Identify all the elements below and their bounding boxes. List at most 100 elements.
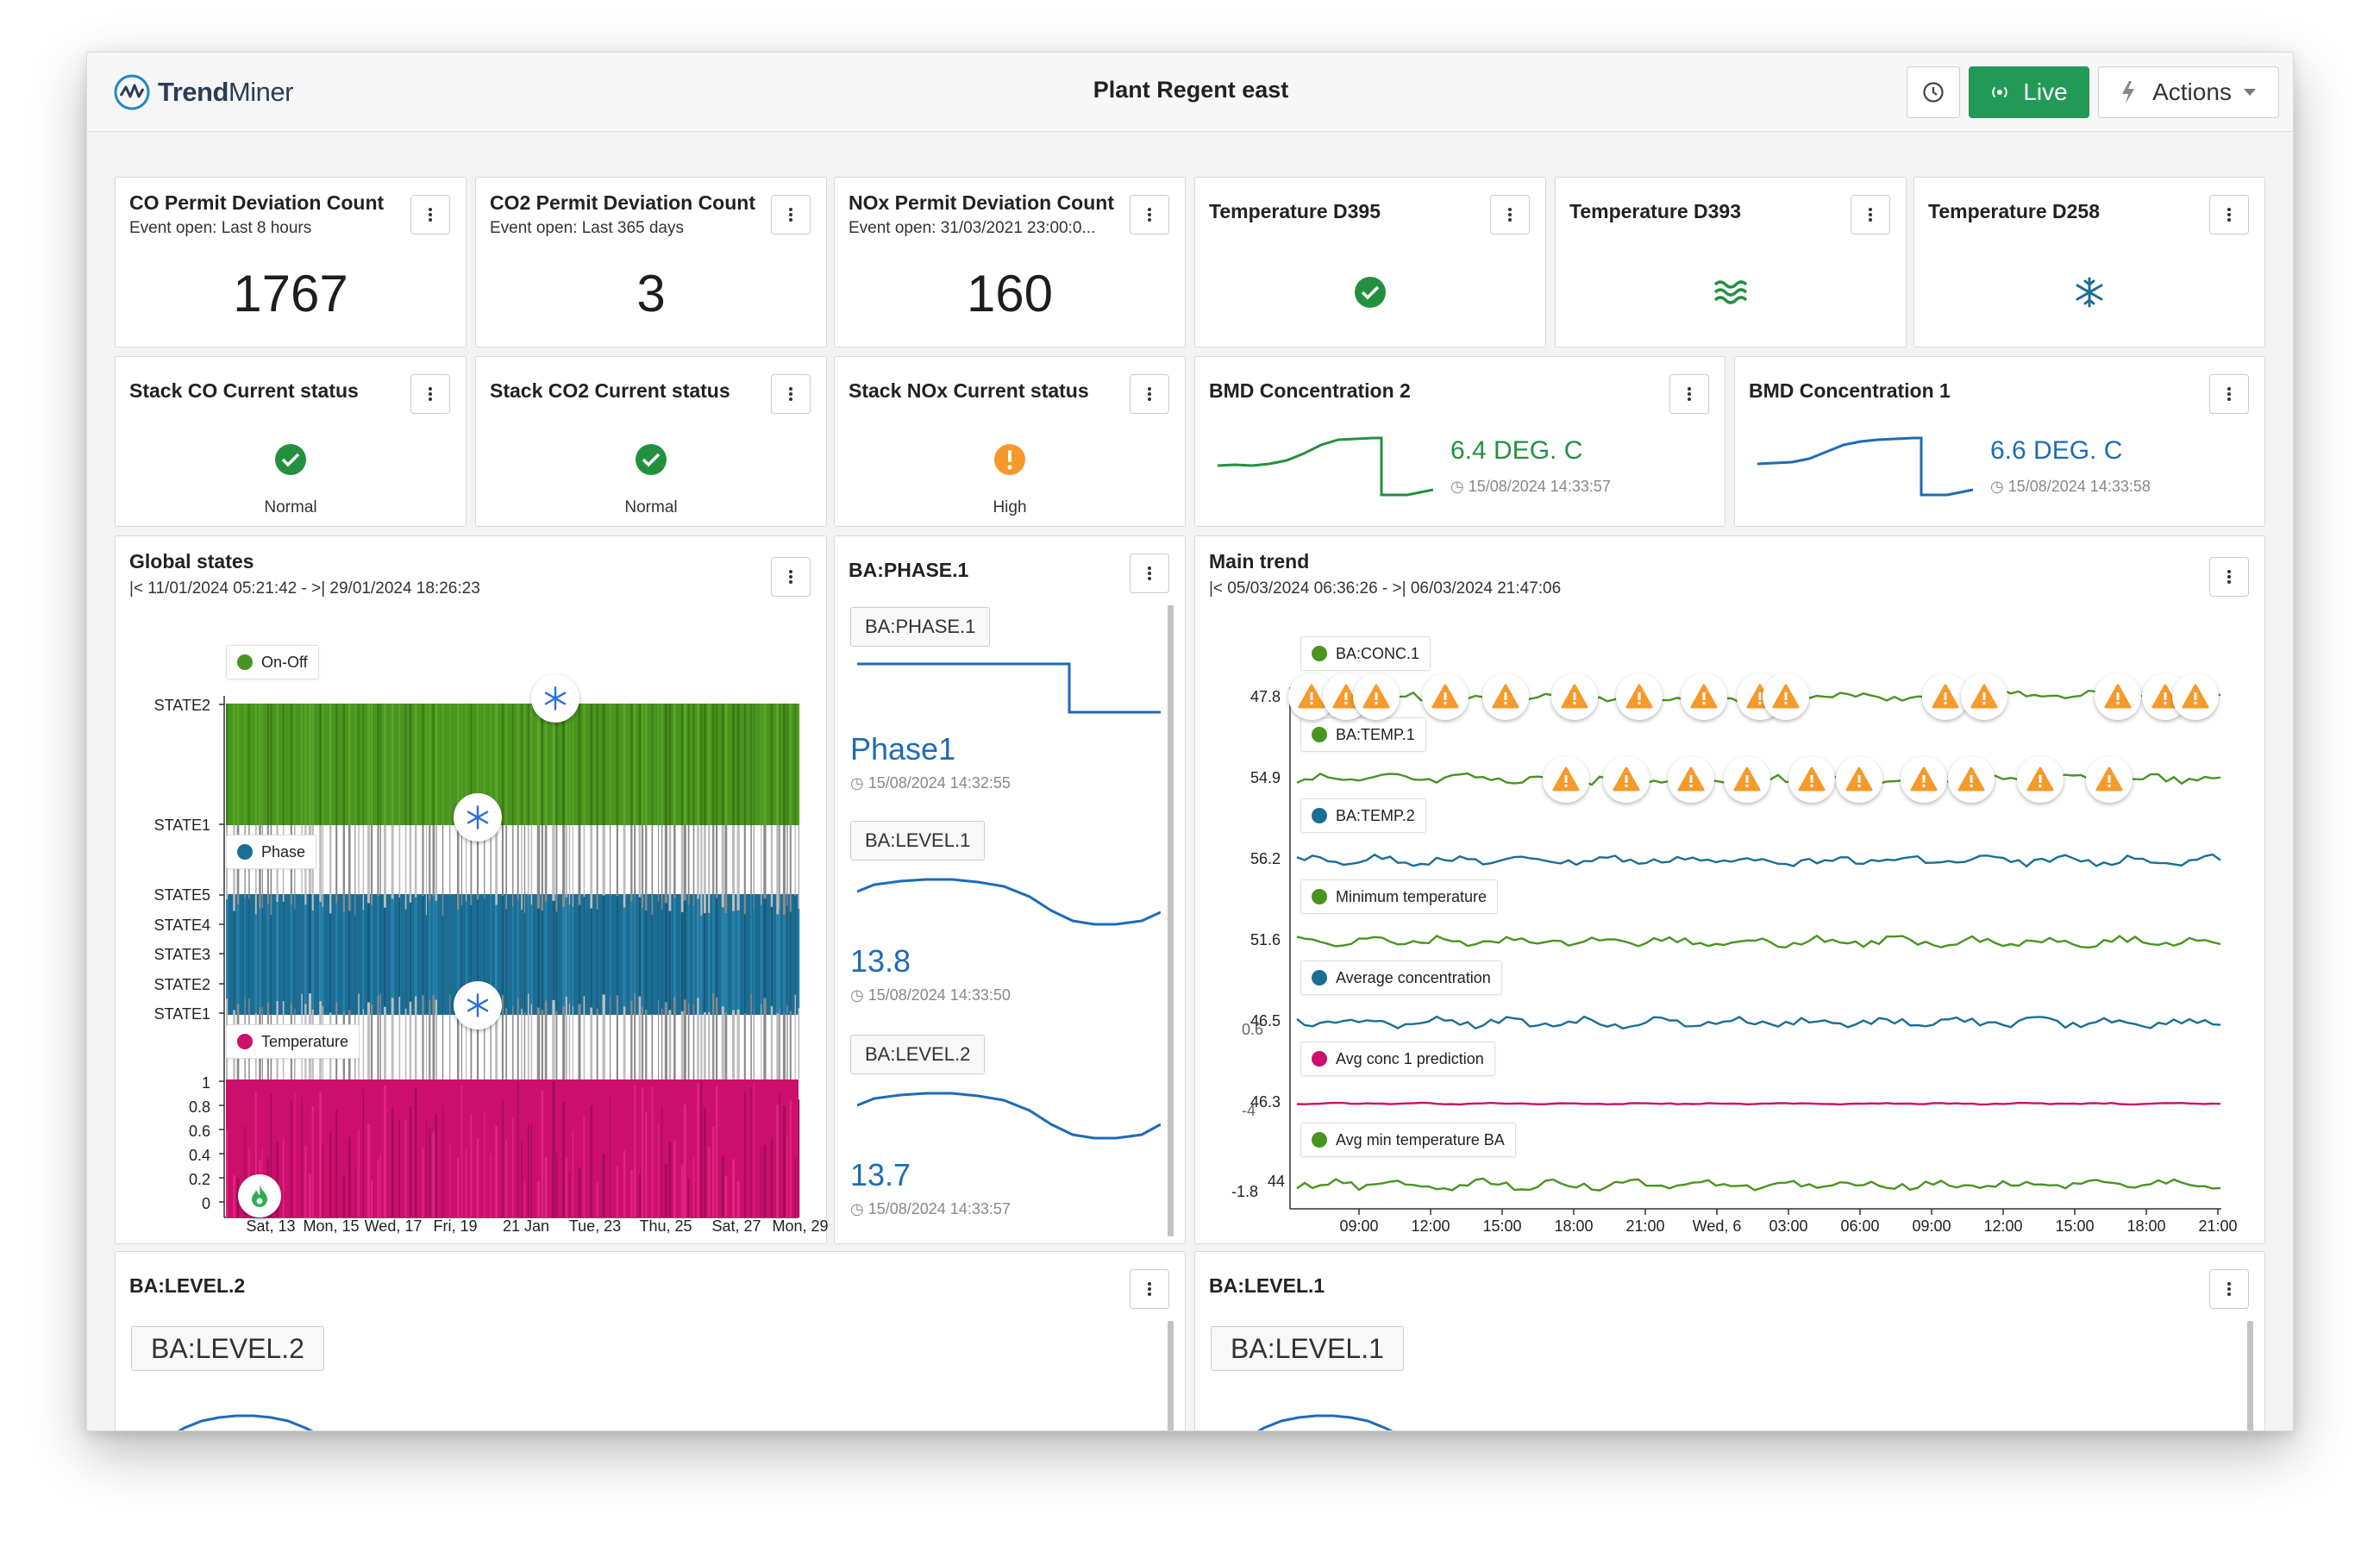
warning-marker[interactable] [1948, 756, 1995, 803]
legend-dot [1312, 727, 1327, 742]
live-label: Live [2023, 78, 2068, 105]
warning-marker[interactable] [1603, 756, 1650, 803]
live-button[interactable]: Live [1969, 66, 2089, 118]
card-menu-button[interactable] [1130, 374, 1169, 414]
x-label: Thu, 25 [639, 1217, 692, 1235]
phase-segment [270, 915, 272, 1015]
card-menu-button[interactable] [1669, 374, 1709, 414]
on-off-segment [236, 704, 240, 825]
warning-marker[interactable] [2095, 673, 2141, 720]
temperature-segment [521, 1142, 523, 1217]
card-menu-button[interactable] [1130, 554, 1169, 593]
card-menu-button[interactable] [1490, 195, 1530, 235]
scrollbar[interactable] [1168, 605, 1174, 1236]
temp-card-d393: Temperature D393 [1555, 177, 1907, 347]
clock-icon [1923, 82, 1944, 103]
warning-marker[interactable] [1681, 673, 1727, 720]
card-menu-button[interactable] [1130, 1269, 1169, 1309]
phase-segment [276, 901, 279, 1001]
card-menu-button[interactable] [2209, 557, 2249, 597]
on-off-segment [466, 704, 467, 825]
phase-segment [776, 914, 780, 1014]
card-title: Temperature D393 [1569, 200, 1741, 222]
warning-marker[interactable] [1551, 673, 1598, 720]
phase-segment [523, 912, 526, 1012]
legend-ba-temp-1[interactable]: BA:TEMP.1 [1300, 717, 1426, 752]
card-menu-button[interactable] [771, 374, 811, 414]
temperature-segment [460, 1085, 463, 1217]
temperature-segment [782, 1105, 786, 1217]
warning-marker[interactable] [1922, 673, 1969, 720]
legend-phase[interactable]: Phase [226, 835, 317, 869]
temperature-segment [700, 1081, 703, 1217]
flame-marker[interactable] [238, 1174, 281, 1217]
on-off-segment [366, 704, 371, 825]
card-menu-button[interactable] [1130, 195, 1169, 235]
snowflake-marker[interactable] [531, 674, 579, 723]
legend-ba-conc-1[interactable]: BA:CONC.1 [1300, 636, 1431, 671]
legend-on-off[interactable]: On-Off [226, 645, 319, 679]
card-menu-button[interactable] [2209, 1269, 2249, 1309]
card-menu-button[interactable] [2209, 195, 2249, 235]
warning-marker[interactable] [1543, 756, 1589, 803]
phase-segment [565, 897, 567, 997]
on-off-segment [763, 704, 767, 825]
legend-minimum-temperature[interactable]: Minimum temperature [1300, 879, 1499, 914]
card-menu-button[interactable] [771, 557, 811, 597]
card-menu-button[interactable] [2209, 374, 2249, 414]
snowflake-marker[interactable] [454, 793, 502, 842]
warning-marker[interactable] [1668, 756, 1714, 803]
on-off-segment [422, 704, 424, 825]
warning-marker[interactable] [2086, 756, 2133, 803]
warning-marker[interactable] [1353, 673, 1400, 720]
y-value-label: -4 [1242, 1102, 1256, 1119]
kebab-icon [1688, 387, 1691, 401]
on-off-segment [505, 704, 508, 825]
card-menu-button[interactable] [1851, 195, 1890, 235]
warning-marker[interactable] [1961, 673, 2007, 720]
warning-marker[interactable] [1836, 756, 1882, 803]
legend-temperature[interactable]: Temperature [226, 1024, 360, 1059]
card-menu-button[interactable] [771, 195, 811, 235]
on-off-segment [541, 704, 543, 825]
time-history-button[interactable] [1907, 66, 1960, 118]
legend-average-concentration[interactable]: Average concentration [1300, 961, 1502, 995]
on-off-segment [683, 704, 686, 825]
global-states-chart[interactable] [116, 536, 828, 1245]
temperature-segment [442, 1105, 444, 1217]
warning-marker[interactable] [2017, 756, 2064, 803]
scrollbar[interactable] [1168, 1321, 1174, 1430]
warning-marker[interactable] [2172, 673, 2219, 720]
temperature-segment [786, 1135, 788, 1217]
warning-marker[interactable] [1288, 673, 1335, 720]
legend-ba-temp-2[interactable]: BA:TEMP.2 [1300, 798, 1426, 833]
legend-avg-conc-1-prediction[interactable]: Avg conc 1 prediction [1300, 1042, 1495, 1076]
on-off-segment [634, 704, 636, 825]
temperature-segment [282, 1137, 285, 1217]
on-off-segment [779, 704, 780, 825]
warning-marker[interactable] [1788, 756, 1835, 803]
warning-marker[interactable] [1422, 673, 1469, 720]
x-label: 21:00 [1625, 1217, 1665, 1235]
legend-avg-min-temperature-ba[interactable]: Avg min temperature BA [1300, 1123, 1516, 1157]
on-off-segment [304, 704, 307, 825]
kebab-icon [789, 570, 792, 584]
warning-marker[interactable] [1616, 673, 1663, 720]
on-off-segment [311, 704, 314, 825]
phase-segment [226, 899, 229, 999]
card-menu-button[interactable] [410, 195, 450, 235]
snowflake-marker[interactable] [454, 981, 502, 1029]
actions-dropdown[interactable]: Actions [2098, 66, 2279, 118]
snowflake-icon [467, 993, 489, 1017]
card-menu-button[interactable] [410, 374, 450, 414]
warning-marker[interactable] [1724, 756, 1770, 803]
warning-marker[interactable] [1763, 673, 1809, 720]
warning-marker[interactable] [1901, 756, 1947, 803]
on-off-segment [565, 704, 567, 825]
phase-segment [517, 898, 519, 998]
trend-line [1296, 1177, 2221, 1192]
kpi-card-co: CO Permit Deviation Count Event open: La… [115, 177, 467, 347]
legend-label: Minimum temperature [1336, 887, 1488, 905]
warning-marker[interactable] [1482, 673, 1529, 720]
scrollbar[interactable] [2247, 1321, 2253, 1430]
